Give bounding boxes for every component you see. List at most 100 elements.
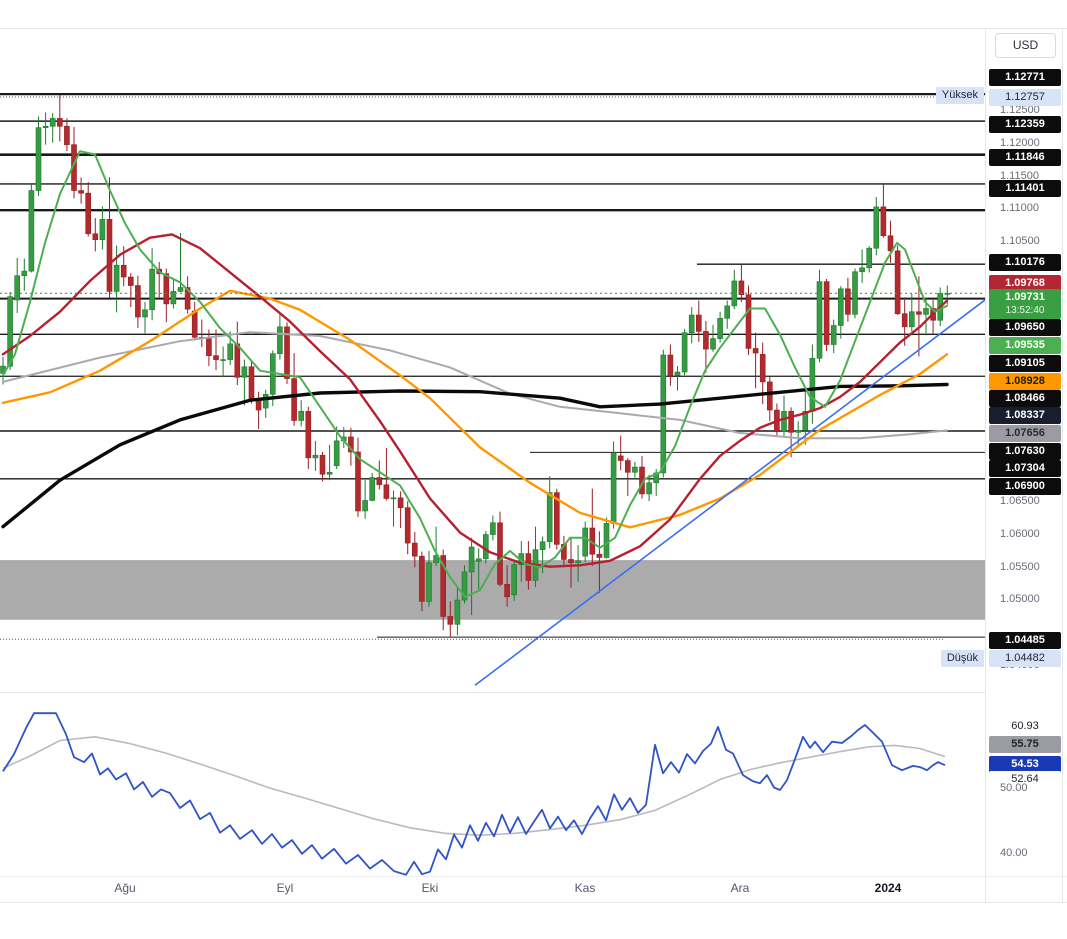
price-axis-border bbox=[985, 28, 986, 903]
price-badge: 1.12359 bbox=[989, 116, 1061, 133]
candle-body bbox=[511, 564, 518, 596]
candle-body bbox=[596, 553, 603, 558]
candle-body bbox=[681, 332, 688, 373]
price-badge: 1.08337 bbox=[989, 407, 1061, 424]
price-badge: 1.07656 bbox=[989, 425, 1061, 442]
candle-body bbox=[454, 599, 461, 625]
candle-body bbox=[390, 497, 397, 500]
time-axis-label: Kas bbox=[574, 881, 596, 895]
candle-body bbox=[482, 534, 489, 560]
candle-body bbox=[859, 267, 865, 273]
countdown-timer: 13:52:40 bbox=[1005, 305, 1045, 316]
low-range-chip: Düşük bbox=[940, 650, 984, 667]
candle-body bbox=[284, 326, 290, 379]
candle-body bbox=[894, 250, 901, 315]
currency-usd-button[interactable]: USD bbox=[995, 33, 1056, 58]
candle-body bbox=[603, 523, 610, 558]
candle-body bbox=[646, 482, 652, 495]
ma-orange bbox=[1, 289, 949, 529]
candle-body bbox=[617, 455, 624, 461]
candle-body bbox=[128, 276, 134, 286]
candle-body bbox=[916, 311, 922, 315]
price-badge: 1.10176 bbox=[989, 254, 1061, 271]
candle-body bbox=[355, 451, 361, 512]
candle-body bbox=[866, 247, 873, 269]
rsi-axis-label: 50.00 bbox=[1000, 782, 1028, 794]
candle-body bbox=[241, 366, 248, 378]
candle-body bbox=[85, 192, 91, 235]
candle-body bbox=[426, 562, 432, 602]
candle-body bbox=[56, 118, 63, 127]
candle-body bbox=[901, 313, 908, 328]
price-badge: 1.08466 bbox=[989, 390, 1061, 407]
price-badge: 1.06900 bbox=[989, 478, 1061, 495]
candle-body bbox=[582, 527, 589, 557]
candle-body bbox=[610, 452, 617, 524]
candle-body bbox=[49, 118, 56, 127]
candle-body bbox=[802, 411, 809, 431]
price-tick-label: 1.05000 bbox=[1000, 593, 1040, 605]
price-badge: 1.04485 bbox=[989, 632, 1061, 649]
price-tick-label: 1.11500 bbox=[1000, 170, 1039, 182]
candle-body bbox=[291, 378, 297, 421]
candle-body bbox=[539, 541, 546, 550]
price-tick-label: 1.10500 bbox=[1000, 235, 1040, 247]
candle-body bbox=[177, 287, 184, 292]
candle-body bbox=[227, 343, 233, 360]
candle-body bbox=[376, 477, 383, 486]
ma-black bbox=[1, 382, 949, 529]
candle-body bbox=[944, 293, 951, 295]
candle-body bbox=[490, 522, 496, 535]
candle-body bbox=[21, 270, 28, 277]
candle-body bbox=[468, 546, 475, 573]
candle-body bbox=[326, 471, 333, 475]
time-axis-label: Eki bbox=[421, 881, 439, 895]
rsi-axis-label: 60.93 bbox=[1011, 720, 1039, 732]
candle-body bbox=[717, 317, 723, 339]
candle-body bbox=[28, 190, 35, 272]
price-badge: 1.11846 bbox=[989, 149, 1061, 166]
candle-body bbox=[504, 584, 510, 598]
candle-body bbox=[206, 338, 212, 356]
candle-body bbox=[298, 411, 305, 421]
candle-body bbox=[149, 268, 155, 311]
candle-body bbox=[710, 338, 716, 350]
price-badge: 1.11401 bbox=[989, 180, 1061, 197]
price-badge: 1.09731 13:52:40 bbox=[989, 289, 1061, 319]
candle-body bbox=[42, 125, 49, 128]
candle-body bbox=[781, 411, 787, 432]
price-badge: 1.12757 bbox=[989, 89, 1061, 106]
price-tick-label: 1.06000 bbox=[1000, 528, 1040, 540]
candle-body bbox=[788, 411, 794, 433]
candle-body bbox=[234, 343, 241, 378]
candle-body bbox=[78, 190, 84, 194]
candle-body bbox=[688, 314, 695, 334]
candle-body bbox=[745, 294, 752, 349]
candle-body bbox=[823, 281, 830, 345]
top-separator bbox=[0, 28, 1067, 29]
price-axis[interactable]: 1.12500 1.12000 1.11500 1.11000 1.10500 1.065… bbox=[985, 28, 1067, 903]
rsi-signal-line bbox=[2, 736, 946, 836]
candle-body bbox=[92, 233, 99, 240]
candle-body bbox=[667, 354, 674, 376]
candle-body bbox=[738, 280, 745, 296]
candle-body bbox=[887, 235, 894, 252]
candle-body bbox=[35, 127, 42, 191]
candle-body bbox=[880, 206, 887, 237]
candle-body bbox=[170, 291, 177, 305]
right-edge-border bbox=[1062, 28, 1063, 903]
candle-body bbox=[703, 331, 709, 350]
price-badge: 1.07304 bbox=[989, 460, 1061, 477]
candle-body bbox=[135, 285, 141, 318]
candle-body bbox=[106, 219, 113, 292]
candle-body bbox=[795, 430, 802, 433]
candle-body bbox=[312, 454, 319, 459]
price-tick-label: 1.06500 bbox=[1000, 495, 1040, 507]
candle-body bbox=[759, 354, 766, 383]
candle-body bbox=[525, 553, 532, 581]
candle-body bbox=[191, 310, 198, 338]
candle-body bbox=[333, 440, 340, 467]
trendline bbox=[474, 299, 986, 686]
